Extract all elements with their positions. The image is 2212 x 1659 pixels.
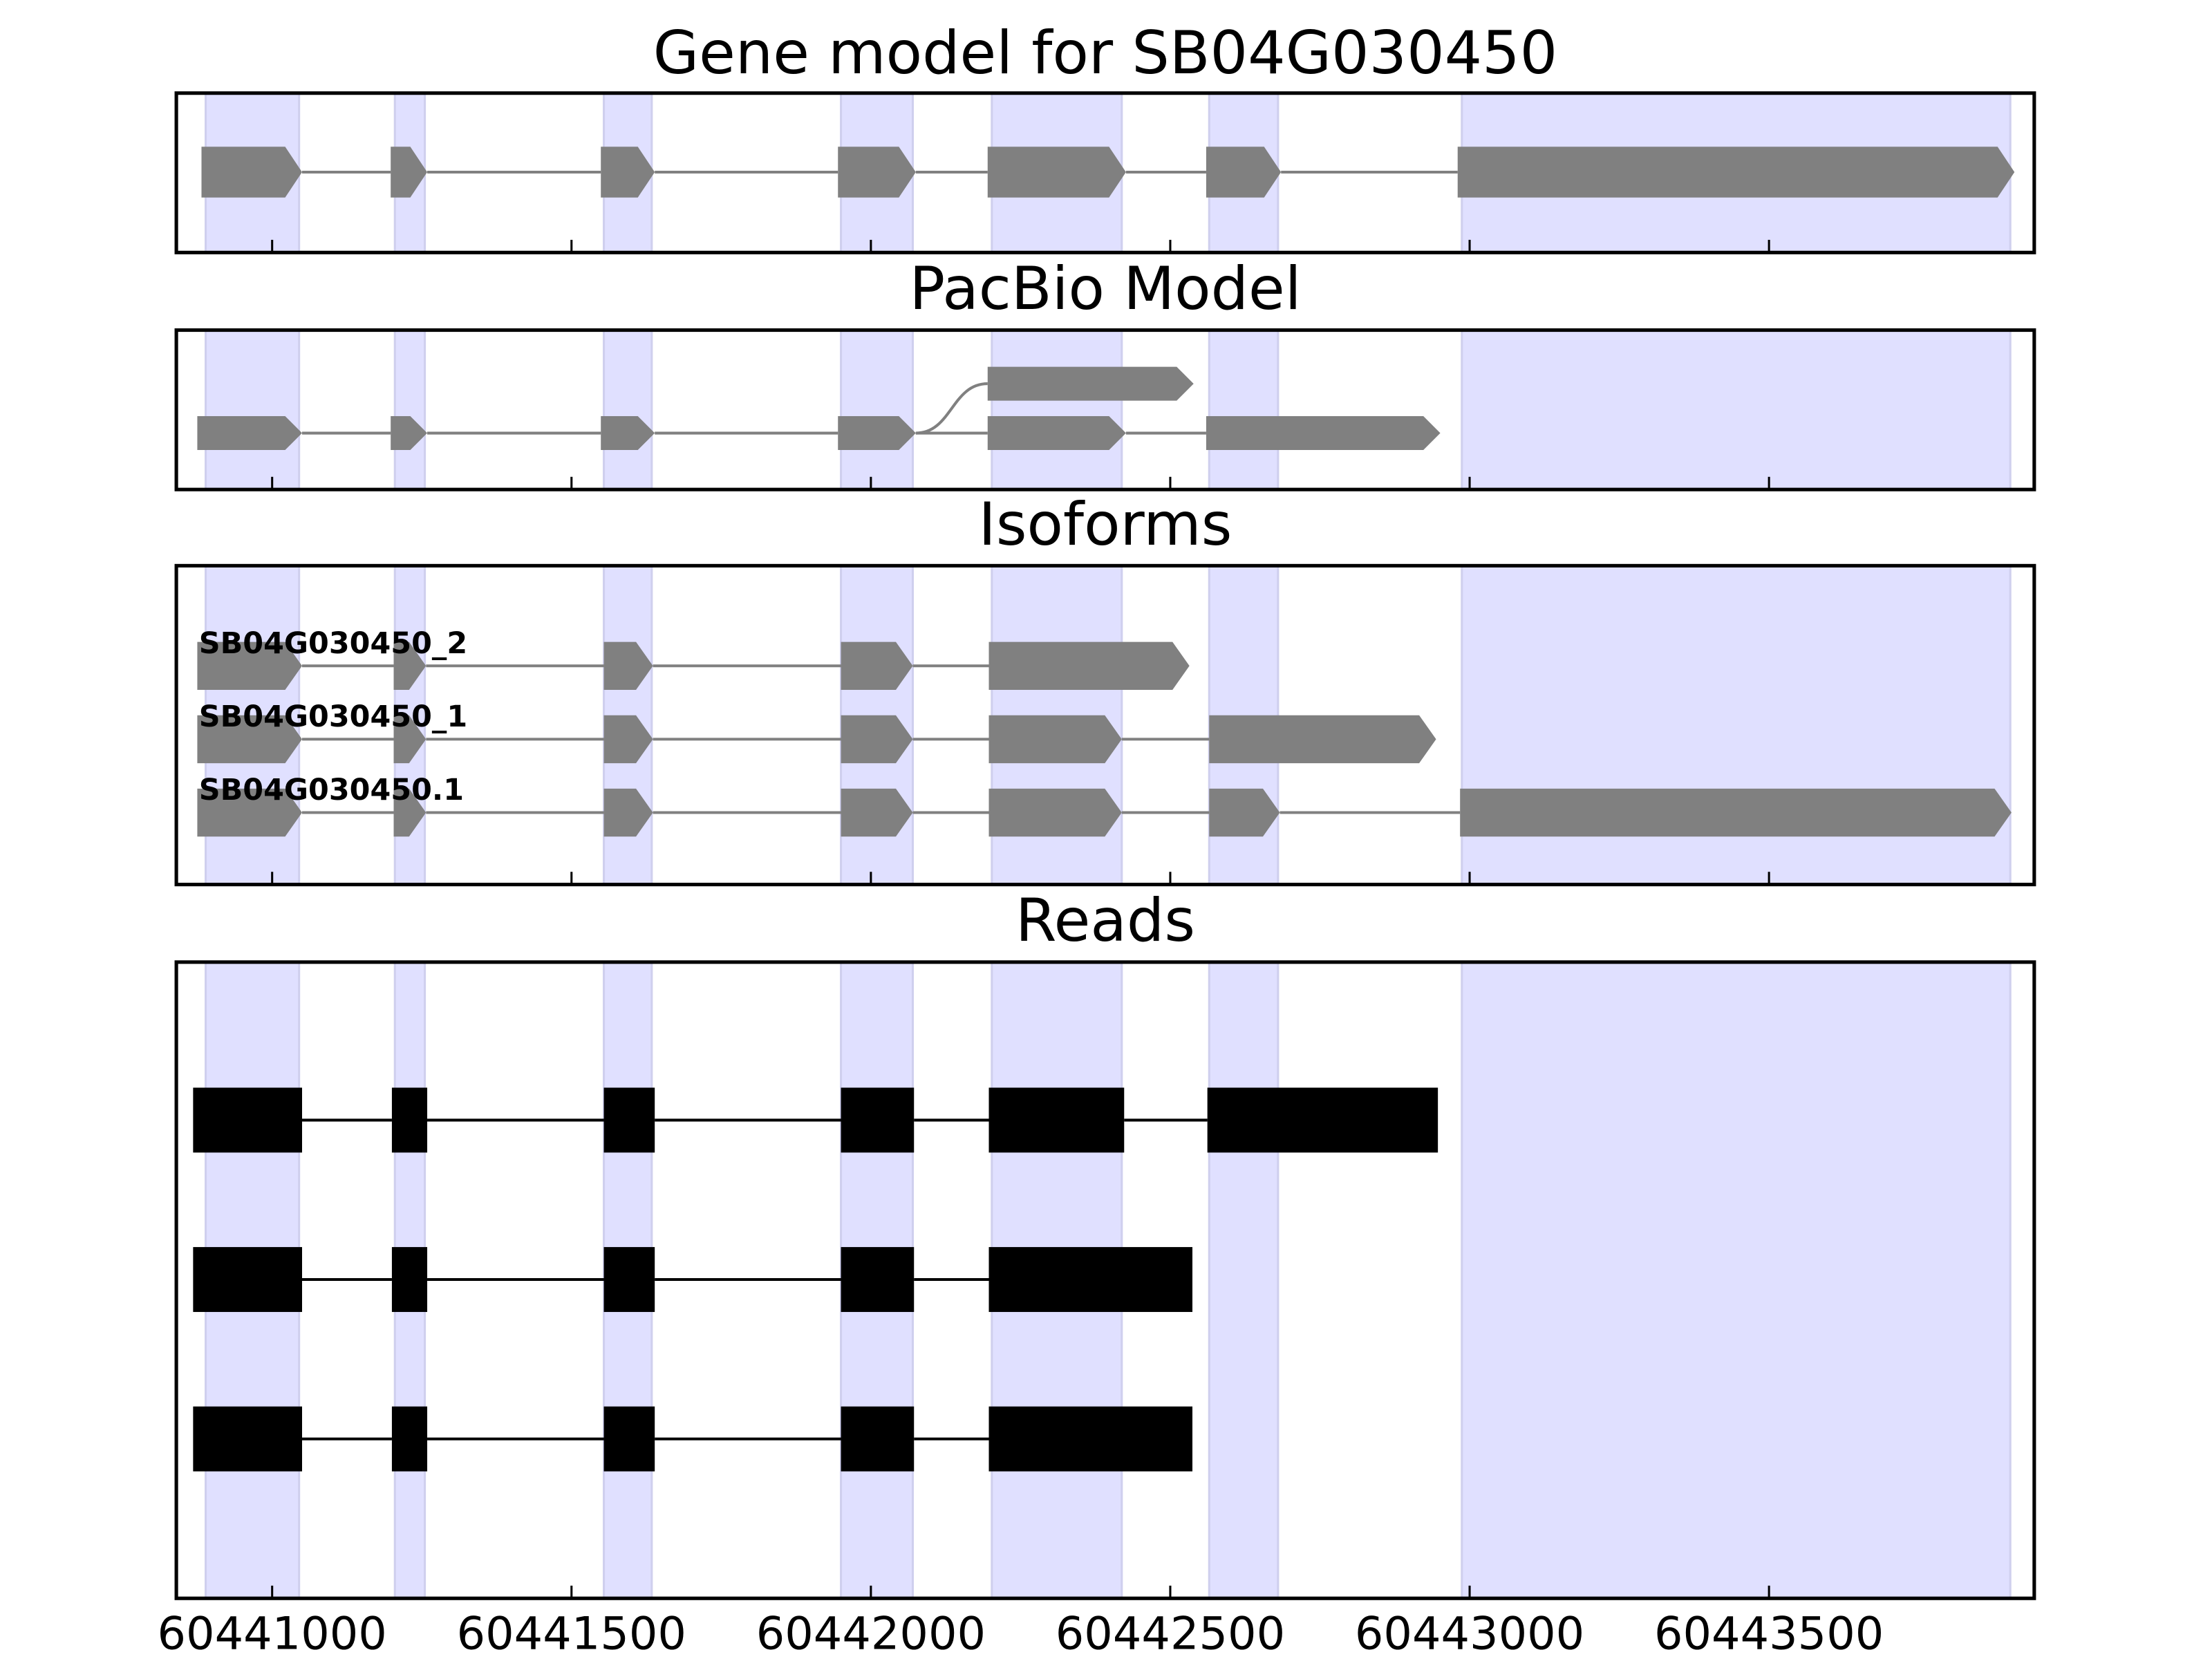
exon [201,147,302,198]
isoform-label: SB04G030450.1 [199,773,464,807]
exon [603,715,653,764]
exon [1209,788,1280,837]
exon [391,1087,428,1153]
exon-region [393,329,427,491]
exon [987,416,1126,451]
exon-region [603,329,653,491]
exon [1460,788,2012,837]
panel-frame [174,563,2036,887]
exon [988,1406,1193,1472]
exon [603,788,653,837]
exon [197,416,302,451]
exon [391,147,428,198]
x-tick-label: 60441000 [158,1608,387,1659]
exon-region [1461,961,2012,1600]
exon [988,715,1122,764]
panel-frame [174,960,2036,1600]
x-tick-label: 60442500 [1056,1608,1285,1659]
exon [838,147,916,198]
exon [603,1247,655,1312]
panel-frame [174,91,2036,254]
exon [193,1247,302,1312]
x-tick-label: 60443500 [1654,1608,1884,1659]
exon [987,147,1126,198]
exon-region [1208,961,1280,1600]
exon-region [205,329,301,491]
exon [603,1406,655,1472]
exon [988,788,1122,837]
exon [838,416,916,451]
exon [197,641,302,690]
exon [841,1406,915,1472]
exon [841,1087,915,1153]
exon [1206,147,1282,198]
panel-title: PacBio Model [909,254,1301,324]
exon [193,1406,302,1472]
exon-region [1461,564,2012,886]
panel-frame [174,328,2036,491]
panel-title: Gene model for SB04G030450 [653,19,1557,88]
isoform-label: SB04G030450_2 [199,626,467,661]
exon [841,788,913,837]
splice-branch [915,382,988,435]
exon [988,1087,1125,1153]
exon [393,788,427,837]
exon [1457,147,2015,198]
exon [197,788,302,837]
panel-title: Isoforms [979,490,1232,559]
exon [603,1087,655,1153]
exon [601,416,655,451]
exon [988,641,1190,690]
exon [391,416,428,451]
exon [393,715,427,764]
exon-region [1208,329,1280,491]
panel-title: Reads [1015,886,1195,955]
exon [601,147,655,198]
x-tick-label: 60442000 [756,1608,986,1659]
exon-region [991,329,1123,491]
exon [603,641,653,690]
x-tick-label: 60441500 [457,1608,686,1659]
exon-region [840,329,915,491]
exon [1207,1087,1438,1153]
exon-region [1461,329,2012,491]
exon [988,1247,1193,1312]
exon [841,1247,915,1312]
exon [1209,715,1436,764]
exon [197,715,302,764]
exon [987,366,1194,401]
exon [391,1406,428,1472]
exon [841,641,913,690]
isoform-label: SB04G030450_1 [199,700,467,734]
exon [1206,416,1441,451]
exon [393,641,427,690]
x-tick-label: 60443000 [1355,1608,1584,1659]
exon [193,1087,302,1153]
exon [391,1247,428,1312]
exon [841,715,913,764]
